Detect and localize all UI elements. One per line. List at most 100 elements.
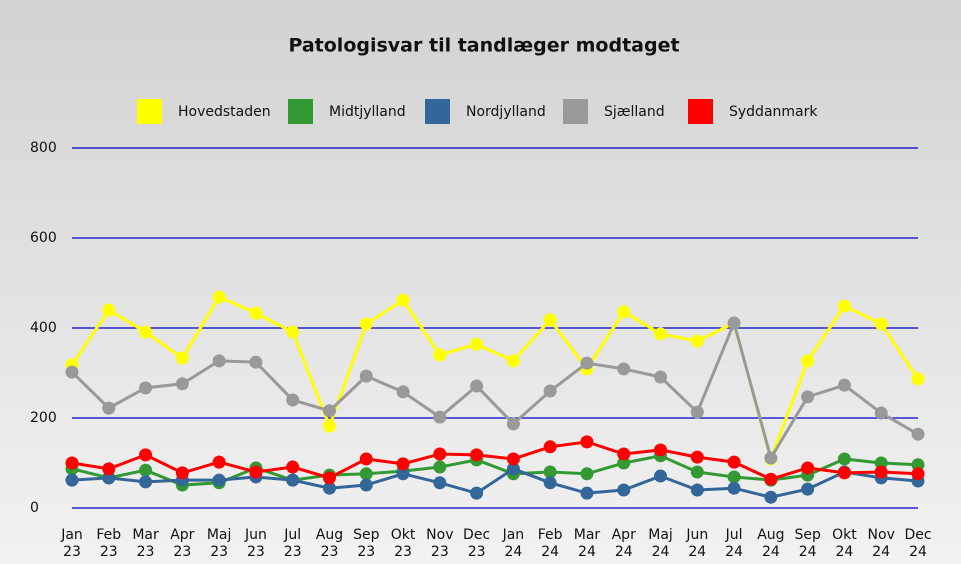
data-point bbox=[801, 390, 815, 404]
data-point bbox=[470, 448, 484, 462]
legend-label: Sjælland bbox=[604, 104, 665, 120]
legend-label: Syddanmark bbox=[729, 104, 818, 120]
data-point bbox=[837, 378, 851, 392]
data-point bbox=[212, 290, 226, 304]
x-tick-label: Jan 24 bbox=[502, 527, 525, 560]
data-point bbox=[470, 337, 484, 351]
data-point bbox=[801, 482, 815, 496]
legend-swatch bbox=[137, 99, 162, 124]
data-point bbox=[212, 473, 226, 487]
data-point bbox=[359, 478, 373, 492]
data-point bbox=[617, 447, 631, 461]
data-point bbox=[874, 317, 888, 331]
x-tick-label: Jul 23 bbox=[283, 527, 301, 560]
x-tick-label: Jun 24 bbox=[685, 527, 708, 560]
data-point bbox=[764, 472, 778, 486]
data-point bbox=[911, 372, 925, 386]
data-point bbox=[286, 393, 300, 407]
data-point bbox=[396, 293, 410, 307]
data-point bbox=[175, 351, 189, 365]
data-point bbox=[65, 365, 79, 379]
data-point bbox=[286, 473, 300, 487]
data-point bbox=[617, 305, 631, 319]
data-point bbox=[396, 457, 410, 471]
series-line bbox=[70, 318, 919, 462]
data-point bbox=[102, 471, 116, 485]
chart-title: Patologisvar til tandlæger modtaget bbox=[288, 35, 679, 57]
data-point bbox=[249, 355, 263, 369]
data-point bbox=[249, 306, 263, 320]
legend-swatch bbox=[688, 99, 713, 124]
data-point bbox=[874, 406, 888, 420]
legend-swatch bbox=[563, 99, 588, 124]
data-point bbox=[175, 466, 189, 480]
data-point bbox=[617, 456, 631, 470]
data-point bbox=[727, 455, 741, 469]
data-point bbox=[690, 334, 704, 348]
data-point bbox=[433, 476, 447, 490]
data-point bbox=[322, 404, 336, 418]
data-point bbox=[433, 447, 447, 461]
data-point bbox=[543, 476, 557, 490]
data-point bbox=[543, 465, 557, 479]
data-point bbox=[801, 461, 815, 475]
data-point bbox=[139, 381, 153, 395]
data-point bbox=[212, 455, 226, 469]
data-point bbox=[543, 384, 557, 398]
data-point bbox=[911, 427, 925, 441]
data-point bbox=[286, 460, 300, 474]
data-point bbox=[359, 317, 373, 331]
data-point bbox=[359, 452, 373, 466]
x-tick-label: Dec 24 bbox=[904, 527, 931, 560]
data-point bbox=[764, 490, 778, 504]
data-point bbox=[654, 327, 668, 341]
data-point bbox=[580, 435, 594, 449]
data-point bbox=[654, 370, 668, 384]
data-point bbox=[102, 303, 116, 317]
data-point bbox=[322, 419, 336, 433]
data-point bbox=[837, 466, 851, 480]
legend-label: Midtjylland bbox=[329, 104, 406, 120]
data-point bbox=[580, 467, 594, 481]
data-point bbox=[433, 410, 447, 424]
x-tick-label: Okt 24 bbox=[832, 527, 857, 560]
data-point bbox=[543, 313, 557, 327]
data-point bbox=[506, 452, 520, 466]
y-tick-label: 0 bbox=[30, 500, 39, 516]
legend-label: Nordjylland bbox=[466, 104, 546, 120]
data-point bbox=[764, 451, 778, 465]
data-point bbox=[506, 417, 520, 431]
data-point bbox=[139, 448, 153, 462]
data-point bbox=[690, 405, 704, 419]
data-point bbox=[654, 469, 668, 483]
y-tick-label: 200 bbox=[30, 410, 57, 426]
data-point bbox=[543, 440, 557, 454]
data-point bbox=[102, 401, 116, 415]
data-point bbox=[139, 325, 153, 339]
y-tick-label: 800 bbox=[30, 140, 57, 156]
data-point bbox=[580, 486, 594, 500]
data-point bbox=[433, 348, 447, 362]
data-point bbox=[433, 460, 447, 474]
data-point bbox=[139, 463, 153, 477]
data-point bbox=[727, 481, 741, 495]
data-point bbox=[322, 481, 336, 495]
data-point bbox=[175, 377, 189, 391]
data-point bbox=[617, 483, 631, 497]
x-tick-label: Jun 23 bbox=[244, 527, 267, 560]
y-tick-label: 400 bbox=[30, 320, 57, 336]
data-point bbox=[580, 356, 594, 370]
x-tick-label: Jul 24 bbox=[725, 527, 743, 560]
x-tick-label: Nov 23 bbox=[426, 527, 453, 560]
data-point bbox=[506, 462, 520, 476]
data-point bbox=[727, 316, 741, 330]
data-point bbox=[690, 483, 704, 497]
data-point bbox=[837, 452, 851, 466]
x-tick-label: Jan 23 bbox=[60, 527, 83, 560]
data-point bbox=[470, 486, 484, 500]
data-point bbox=[911, 458, 925, 472]
legend-label: Hovedstaden bbox=[178, 104, 271, 120]
legend-swatch bbox=[425, 99, 450, 124]
data-point bbox=[690, 465, 704, 479]
